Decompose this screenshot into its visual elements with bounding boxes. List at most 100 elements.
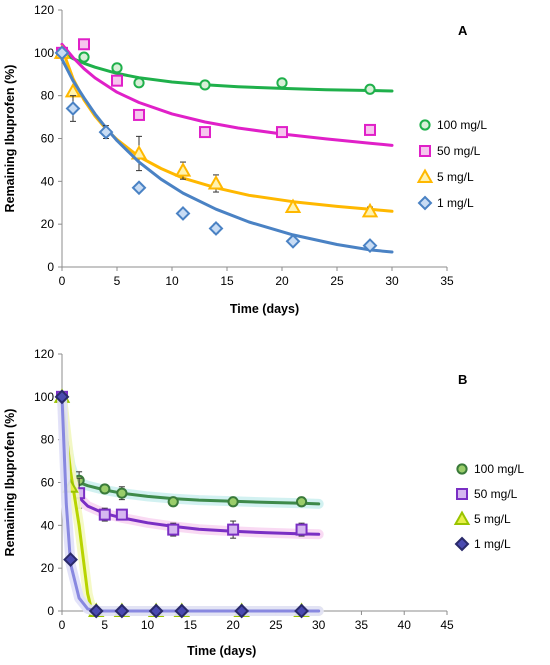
y-tick-label: 80 — [41, 89, 55, 103]
legend-item: 50 mg/L — [419, 144, 481, 158]
data-point — [98, 124, 114, 140]
x-tick-label: 10 — [141, 618, 155, 632]
legend-label: 5 mg/L — [474, 512, 511, 526]
data-point — [364, 123, 376, 136]
data-point — [276, 77, 288, 89]
y-axis-title: Remaining Ibuprofen (%) — [3, 65, 17, 213]
data-point — [276, 126, 288, 139]
data-point — [295, 496, 308, 508]
data-point — [227, 523, 240, 536]
y-tick-label: 40 — [41, 174, 55, 188]
legend-marker — [417, 195, 433, 211]
x-tick-label: 25 — [330, 274, 344, 288]
data-point — [88, 603, 104, 619]
fit-curve — [60, 42, 394, 147]
y-axis-title: Remaining Ibuprofen (%) — [3, 409, 17, 557]
data-point — [234, 603, 250, 619]
legend-marker — [419, 145, 431, 157]
data-point — [99, 483, 111, 495]
legend-item: 1 mg/L — [417, 195, 474, 211]
legend-marker — [419, 119, 431, 131]
x-tick-label: 15 — [220, 274, 234, 288]
y-tick-label: 100 — [34, 46, 54, 60]
data-point — [174, 603, 190, 619]
x-tick-label: 5 — [101, 618, 108, 632]
y-tick-label: 60 — [41, 132, 55, 146]
data-point — [78, 51, 90, 63]
x-tick-label: 40 — [398, 618, 412, 632]
legend-marker — [454, 536, 470, 552]
y-tick-label: 0 — [47, 260, 54, 274]
data-point — [98, 508, 111, 521]
data-point — [63, 552, 78, 568]
series-100-mg-l-group — [56, 391, 324, 509]
data-point — [364, 83, 376, 95]
data-point — [285, 233, 301, 249]
chart-panel-a: 0 20 40 60 80 100 120 0 5 10 15 20 25 30 35 Time (days)… — [3, 3, 487, 316]
data-point — [111, 74, 123, 87]
series-1-mg-l-group — [54, 45, 394, 254]
legend-label: 100 mg/L — [437, 118, 487, 132]
y-tick-label: 20 — [41, 217, 55, 231]
x-tick-label: 0 — [59, 274, 66, 288]
data-point — [167, 496, 179, 508]
data-point — [133, 108, 145, 121]
legend-item: 5 mg/L — [453, 510, 511, 526]
x-tick-label: 25 — [269, 618, 283, 632]
data-point — [130, 144, 148, 160]
y-tick-label: 20 — [41, 561, 55, 575]
data-point — [199, 126, 211, 139]
data-point — [114, 603, 130, 619]
data-point — [175, 206, 191, 221]
legend-marker — [456, 488, 468, 500]
legend-item: 1 mg/L — [454, 536, 511, 552]
fit-curve — [60, 57, 394, 254]
legend-item: 100 mg/L — [456, 462, 524, 476]
legend-label: 50 mg/L — [474, 487, 518, 501]
legend-label: 1 mg/L — [474, 537, 511, 551]
y-tick-label: 60 — [41, 476, 55, 490]
legend-label: 5 mg/L — [437, 170, 474, 184]
legend-label: 50 mg/L — [437, 144, 481, 158]
x-tick-label: 0 — [59, 618, 66, 632]
x-tick-label: 15 — [184, 618, 198, 632]
legend-label: 1 mg/L — [437, 196, 474, 210]
legend-label: 100 mg/L — [474, 462, 524, 476]
data-point — [208, 221, 224, 236]
y-tick-label: 40 — [41, 518, 55, 532]
data-point — [284, 198, 302, 214]
y-tick-label: 80 — [41, 433, 55, 447]
data-point — [54, 45, 70, 61]
x-tick-label: 35 — [355, 618, 369, 632]
data-point — [199, 79, 211, 91]
data-point — [295, 523, 308, 536]
series-100-mg-l-group — [56, 47, 394, 95]
data-point — [361, 202, 379, 218]
data-point — [131, 180, 147, 196]
y-tick-label: 120 — [34, 347, 54, 361]
fit-curve — [60, 51, 394, 93]
data-point — [294, 603, 309, 619]
series-1-mg-l-group — [54, 389, 324, 619]
y-tick-label: 0 — [47, 604, 54, 618]
x-tick-label: 20 — [275, 274, 289, 288]
x-tick-label: 45 — [440, 618, 454, 632]
panel-label-a: A — [458, 23, 468, 38]
x-tick-label: 5 — [114, 274, 121, 288]
data-point — [362, 238, 378, 253]
data-point — [65, 101, 81, 116]
series-50-mg-l-group — [56, 390, 324, 540]
data-point — [54, 389, 70, 405]
legend-item: 5 mg/L — [416, 168, 474, 184]
data-point — [133, 77, 145, 89]
x-tick-label: 35 — [440, 274, 454, 288]
y-tick-label: 100 — [34, 390, 54, 404]
data-point — [227, 496, 239, 508]
x-axis-title: Time (days) — [187, 644, 256, 658]
x-axis-title: Time (days) — [230, 302, 299, 316]
data-point — [207, 174, 225, 190]
data-point — [167, 523, 180, 536]
data-point — [148, 603, 164, 619]
data-point — [174, 162, 192, 177]
